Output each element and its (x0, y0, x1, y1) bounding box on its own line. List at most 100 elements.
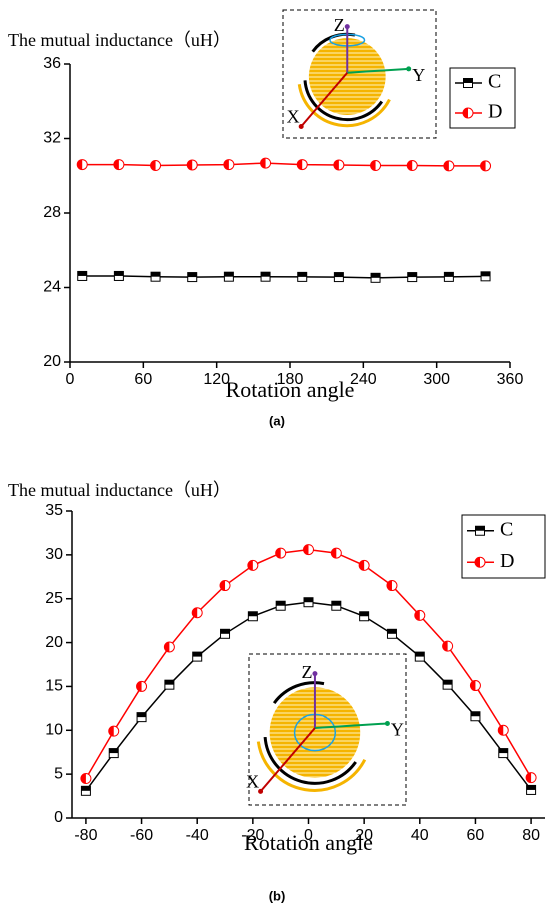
marker-fill (113, 159, 119, 170)
y-tick-label: 35 (45, 502, 63, 519)
marker-fill (387, 629, 397, 634)
outer-coil (297, 84, 391, 128)
marker (113, 159, 125, 171)
marker (331, 600, 342, 611)
marker (108, 748, 119, 759)
legend-label: C (500, 518, 513, 540)
marker-fill (297, 272, 307, 277)
marker (150, 160, 162, 172)
marker (223, 271, 234, 282)
marker (80, 773, 92, 785)
marker (406, 160, 418, 172)
marker (191, 607, 203, 619)
marker-fill (220, 629, 230, 634)
x-tick-label: 360 (497, 371, 524, 388)
axis-label: X (246, 772, 259, 792)
marker-fill (386, 580, 392, 591)
y-tick-label: 36 (43, 55, 61, 72)
marker (333, 272, 344, 283)
y-tick-label: 32 (43, 130, 61, 147)
arrow-head (344, 24, 350, 30)
marker-fill (463, 108, 468, 118)
marker-fill (192, 607, 198, 618)
marker-fill (187, 159, 193, 170)
marker-fill (276, 601, 286, 606)
marker (498, 748, 509, 759)
x-tick-label: 120 (203, 371, 230, 388)
marker-fill (81, 786, 91, 791)
marker-fill (150, 160, 156, 171)
y-tick-label: 25 (45, 590, 63, 607)
marker-fill (220, 580, 226, 591)
y-tick-label: 28 (43, 204, 61, 221)
marker (386, 580, 398, 592)
x-tick-label: 80 (522, 827, 540, 844)
marker-fill (261, 272, 271, 277)
marker-fill (370, 160, 376, 171)
marker-fill (223, 159, 229, 170)
legend-marker (474, 556, 486, 568)
marker (186, 159, 198, 171)
y-tick-label: 20 (45, 634, 63, 651)
y-tick-label: 5 (54, 765, 63, 782)
marker-fill (164, 680, 174, 685)
chart-title: The mutual inductance（uH） (8, 30, 231, 50)
marker-fill (407, 272, 417, 278)
axis-arrow (259, 727, 316, 793)
marker-fill (443, 160, 449, 171)
marker-fill (407, 160, 413, 171)
marker-fill (414, 610, 420, 621)
marker (260, 271, 271, 282)
marker-fill (303, 544, 309, 555)
marker-fill (526, 785, 536, 790)
legend-frame (461, 514, 546, 579)
marker (469, 680, 481, 692)
arrow-head (384, 720, 390, 726)
marker (333, 159, 345, 171)
marker-fill (359, 611, 369, 617)
legend-label: C (488, 71, 501, 93)
x-tick-label: -40 (186, 827, 209, 844)
marker (370, 272, 381, 283)
marker (247, 611, 258, 622)
inset-frame (248, 653, 407, 806)
marker-fill (475, 557, 480, 568)
x-tick-label: 60 (134, 371, 152, 388)
marker-fill (526, 772, 532, 783)
marker-fill (331, 601, 341, 606)
marker (303, 597, 314, 608)
x-tick-label: 0 (304, 827, 313, 844)
x-tick-label: 20 (355, 827, 373, 844)
marker (163, 641, 175, 653)
marker-fill (480, 160, 486, 171)
marker (414, 651, 425, 662)
x-tick-label: 180 (277, 371, 304, 388)
marker (223, 159, 235, 171)
marker (77, 270, 88, 281)
y-tick-label: 0 (54, 809, 63, 826)
y-tick-label: 24 (43, 279, 61, 296)
marker-fill (498, 725, 504, 736)
y-tick-label: 10 (45, 722, 63, 739)
legend-marker (463, 78, 473, 88)
outer-coil (256, 741, 367, 792)
marker-fill (442, 641, 448, 652)
marker-fill (470, 680, 476, 691)
legend: CD (461, 514, 546, 579)
inset-frame (282, 9, 437, 139)
x-tick-label: 0 (66, 371, 75, 388)
legend-marker (462, 107, 474, 119)
marker (480, 160, 492, 172)
x-tick-label: 60 (467, 827, 485, 844)
arrow-head (258, 788, 264, 794)
x-tick-label: -60 (130, 827, 153, 844)
marker (303, 544, 314, 556)
axis-label: Z (334, 15, 345, 35)
series-line (82, 162, 486, 167)
caption: (a) (269, 413, 285, 428)
legend-frame (449, 67, 516, 129)
marker-fill (224, 272, 234, 277)
arrow-head (298, 123, 304, 129)
marker-fill (470, 711, 480, 717)
